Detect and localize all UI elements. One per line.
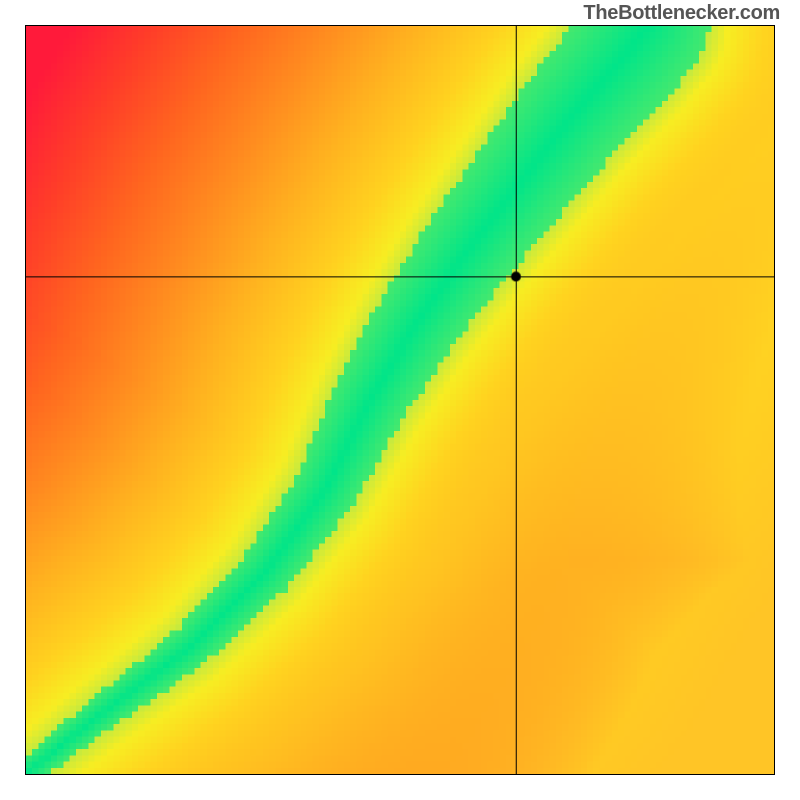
- plot-area: [25, 25, 775, 775]
- crosshair-overlay: [26, 26, 774, 774]
- watermark-text: TheBottlenecker.com: [583, 2, 780, 25]
- chart-container: TheBottlenecker.com: [0, 0, 800, 800]
